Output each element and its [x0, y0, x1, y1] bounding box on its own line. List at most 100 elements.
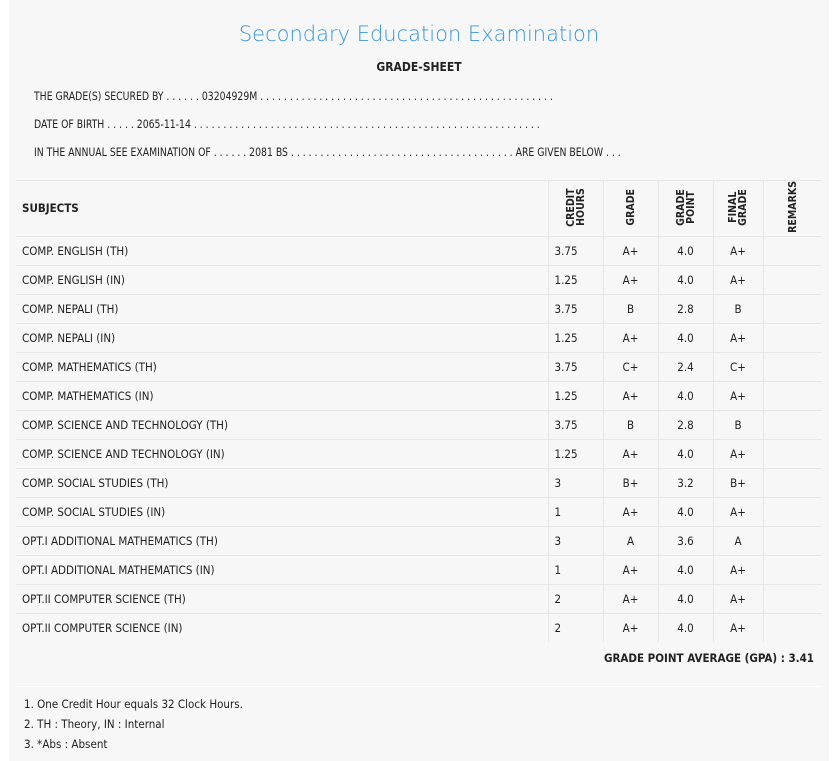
divider [16, 686, 822, 687]
final-grade-cell: C+ [712, 351, 763, 382]
final-grade-cell: A+ [712, 322, 763, 353]
subject-cell: COMP. SCIENCE AND TECHNOLOGY (IN) [16, 438, 548, 469]
grade-cell: B [602, 409, 658, 440]
grade-point-cell: 4.0 [657, 496, 713, 527]
grade-point-cell: 2.4 [657, 351, 713, 382]
header-grade-point: GRADE POINT [657, 180, 713, 237]
final-grade-cell: B+ [712, 467, 763, 498]
remarks-cell [762, 235, 822, 266]
grade-point-cell: 3.6 [657, 525, 713, 556]
credit-hours-cell: 3 [547, 525, 603, 556]
grade-cell: A+ [602, 235, 658, 266]
table-header: SUBJECTS CREDIT HOURS GRADE GRADE POINT … [16, 180, 822, 237]
final-grade-cell: A [712, 525, 763, 556]
subject-cell: OPT.II COMPUTER SCIENCE (IN) [16, 612, 548, 642]
final-grade-cell: A+ [712, 583, 763, 614]
remarks-cell [762, 293, 822, 324]
table-row: COMP. ENGLISH (IN) 1.25 A+ 4.0 A+ [16, 264, 822, 295]
subject-cell: COMP. SOCIAL STUDIES (IN) [16, 496, 548, 527]
grade-point-cell: 4.0 [657, 554, 713, 585]
table-row: COMP. SOCIAL STUDIES (TH) 3 B+ 3.2 B+ [16, 467, 822, 498]
subject-cell: OPT.II COMPUTER SCIENCE (TH) [16, 583, 548, 614]
subject-cell: COMP. ENGLISH (TH) [16, 235, 548, 266]
grade-point-cell: 2.8 [657, 293, 713, 324]
grade-sheet-heading: GRADE-SHEET [376, 60, 462, 74]
credit-hours-cell: 1.25 [547, 438, 603, 469]
grade-cell: B [602, 293, 658, 324]
table-row: OPT.II COMPUTER SCIENCE (TH) 2 A+ 4.0 A+ [16, 583, 822, 614]
credit-hours-cell: 3 [547, 467, 603, 498]
note: 1. One Credit Hour equals 32 Clock Hours… [24, 697, 243, 711]
final-grade-cell: A+ [712, 612, 763, 642]
note: 3. *Abs : Absent [24, 737, 108, 751]
grade-point-cell: 4.0 [657, 235, 713, 266]
final-grade-cell: B [712, 409, 763, 440]
grade-cell: C+ [602, 351, 658, 382]
credit-hours-cell: 1.25 [547, 380, 603, 411]
dob-line: DATE OF BIRTH . . . . . 2065-11-14 . . .… [34, 117, 540, 131]
grade-point-cell: 4.0 [657, 380, 713, 411]
subject-cell: COMP. NEPALI (TH) [16, 293, 548, 324]
credit-hours-cell: 2 [547, 612, 603, 642]
remarks-cell [762, 380, 822, 411]
credit-hours-cell: 1 [547, 496, 603, 527]
grade-cell: A+ [602, 264, 658, 295]
credit-hours-cell: 2 [547, 583, 603, 614]
subject-cell: OPT.I ADDITIONAL MATHEMATICS (TH) [16, 525, 548, 556]
table-row: COMP. ENGLISH (TH) 3.75 A+ 4.0 A+ [16, 235, 822, 266]
header-credit-hours: CREDIT HOURS [547, 180, 603, 237]
grade-cell: A+ [602, 496, 658, 527]
credit-hours-cell: 1.25 [547, 264, 603, 295]
grade-point-cell: 4.0 [657, 583, 713, 614]
grade-point-cell: 4.0 [657, 438, 713, 469]
grade-cell: A [602, 525, 658, 556]
secured-by-line: THE GRADE(S) SECURED BY . . . . . . 0320… [34, 89, 553, 103]
credit-hours-cell: 1 [547, 554, 603, 585]
remarks-cell [762, 322, 822, 353]
subject-cell: OPT.I ADDITIONAL MATHEMATICS (IN) [16, 554, 548, 585]
subject-cell: COMP. NEPALI (IN) [16, 322, 548, 353]
credit-hours-cell: 1.25 [547, 322, 603, 353]
exam-line: IN THE ANNUAL SEE EXAMINATION OF . . . .… [34, 145, 621, 159]
table-row: OPT.II COMPUTER SCIENCE (IN) 2 A+ 4.0 A+ [16, 612, 822, 642]
final-grade-cell: A+ [712, 380, 763, 411]
credit-hours-cell: 3.75 [547, 235, 603, 266]
grade-cell: A+ [602, 583, 658, 614]
header-final-grade: FINAL GRADE [712, 180, 763, 237]
remarks-cell [762, 496, 822, 527]
header-grade: GRADE [602, 180, 658, 237]
remarks-cell [762, 264, 822, 295]
table-row: COMP. NEPALI (IN) 1.25 A+ 4.0 A+ [16, 322, 822, 353]
remarks-cell [762, 554, 822, 585]
grade-point-cell: 2.8 [657, 409, 713, 440]
table-row: COMP. SOCIAL STUDIES (IN) 1 A+ 4.0 A+ [16, 496, 822, 527]
grades-table: SUBJECTS CREDIT HOURS GRADE GRADE POINT … [16, 180, 822, 642]
remarks-cell [762, 351, 822, 382]
subject-cell: COMP. ENGLISH (IN) [16, 264, 548, 295]
table-row: OPT.I ADDITIONAL MATHEMATICS (TH) 3 A 3.6 A [16, 525, 822, 556]
table-row: COMP. SCIENCE AND TECHNOLOGY (TH) 3.75 B 2.… [16, 409, 822, 440]
subject-cell: COMP. MATHEMATICS (IN) [16, 380, 548, 411]
final-grade-cell: A+ [712, 264, 763, 295]
remarks-cell [762, 409, 822, 440]
remarks-cell [762, 438, 822, 469]
note: 2. TH : Theory, IN : Internal [24, 717, 165, 731]
table-row: COMP. MATHEMATICS (TH) 3.75 C+ 2.4 C+ [16, 351, 822, 382]
gpa: GRADE POINT AVERAGE (GPA) : 3.41 [603, 651, 814, 665]
grade-point-cell: 3.2 [657, 467, 713, 498]
grade-point-cell: 4.0 [657, 322, 713, 353]
subject-cell: COMP. MATHEMATICS (TH) [16, 351, 548, 382]
final-grade-cell: A+ [712, 554, 763, 585]
exam-title: Secondary Education Examination [238, 22, 600, 46]
credit-hours-cell: 3.75 [547, 409, 603, 440]
subject-cell: COMP. SOCIAL STUDIES (TH) [16, 467, 548, 498]
header-remarks: REMARKS [762, 180, 822, 237]
grade-cell: B+ [602, 467, 658, 498]
credit-hours-cell: 3.75 [547, 351, 603, 382]
table-row: OPT.I ADDITIONAL MATHEMATICS (IN) 1 A+ 4.0 A… [16, 554, 822, 585]
grade-point-cell: 4.0 [657, 264, 713, 295]
grade-cell: A+ [602, 380, 658, 411]
final-grade-cell: B [712, 293, 763, 324]
final-grade-cell: A+ [712, 496, 763, 527]
remarks-cell [762, 525, 822, 556]
